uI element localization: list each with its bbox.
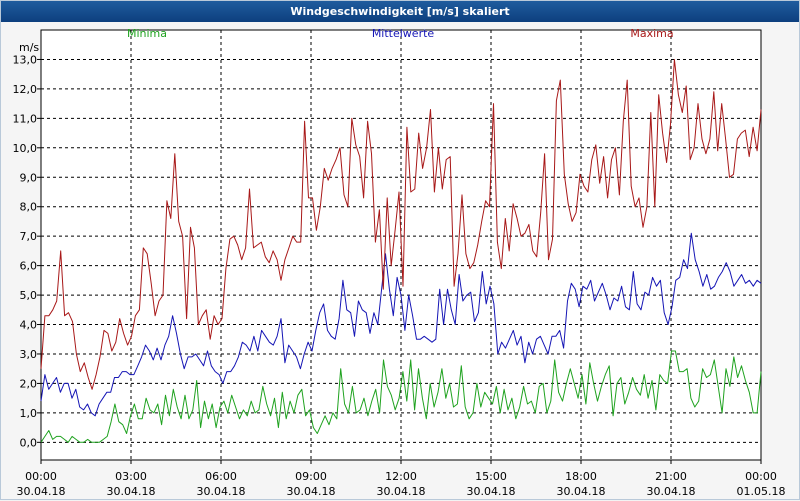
series-layer bbox=[40, 59, 762, 443]
y-tick-label: 7,0 bbox=[20, 230, 38, 243]
legend-maxima: Maxima bbox=[630, 27, 673, 40]
y-tick-label: 1,0 bbox=[20, 407, 38, 420]
series-line-maxima bbox=[40, 59, 762, 390]
y-tick-label: 13,0 bbox=[13, 53, 38, 66]
x-tick-date-label: 30.04.18 bbox=[17, 485, 66, 498]
x-tick-time-label: 12:00 bbox=[385, 470, 417, 483]
series-line-minima bbox=[40, 350, 762, 443]
y-tick-label: 5,0 bbox=[20, 289, 38, 302]
x-tick-date-label: 30.04.18 bbox=[557, 485, 606, 498]
x-tick-date-label: 01.05.18 bbox=[737, 485, 786, 498]
x-tick-time-label: 21:00 bbox=[655, 470, 687, 483]
x-tick-layer: 00:00 30.04.18 03:00 30.04.18 06:00 30.04.18 0… bbox=[17, 460, 786, 498]
legend-mittelwerte: Mittelwerte bbox=[372, 27, 435, 40]
y-tick-label: 10,0 bbox=[13, 142, 38, 155]
y-tick-layer: 0,0 1,0 2,0 3,0 4,0 5,0 6,0 7,0 8,0 9,0 10,0 11,0 12… bbox=[13, 53, 41, 449]
x-tick-date-label: 30.04.18 bbox=[467, 485, 516, 498]
x-tick-time-label: 15:00 bbox=[475, 470, 507, 483]
y-tick-label: 0,0 bbox=[20, 436, 38, 449]
y-tick-label: 9,0 bbox=[20, 171, 38, 184]
legend-minima: Minima bbox=[127, 27, 167, 40]
x-tick-date-label: 30.04.18 bbox=[647, 485, 696, 498]
y-tick-label: 2,0 bbox=[20, 377, 38, 390]
y-tick-label: 12,0 bbox=[13, 83, 38, 96]
x-tick-time-label: 09:00 bbox=[295, 470, 327, 483]
chart-title: Windgeschwindigkeit [m/s] skaliert bbox=[1, 1, 799, 22]
legend-layer: Minima Mittelwerte Maxima bbox=[127, 27, 674, 40]
x-tick-time-label: 06:00 bbox=[205, 470, 237, 483]
x-tick-date-label: 30.04.18 bbox=[197, 485, 246, 498]
y-axis-unit-label: m/s bbox=[19, 41, 39, 54]
y-tick-label: 4,0 bbox=[20, 319, 38, 332]
x-tick-date-label: 30.04.18 bbox=[377, 485, 426, 498]
x-tick-time-label: 18:00 bbox=[565, 470, 597, 483]
x-tick-date-label: 30.04.18 bbox=[287, 485, 336, 498]
x-tick-time-label: 00:00 bbox=[745, 470, 777, 483]
y-tick-label: 3,0 bbox=[20, 348, 38, 361]
y-tick-label: 8,0 bbox=[20, 201, 38, 214]
x-tick-date-label: 30.04.18 bbox=[107, 485, 156, 498]
x-tick-time-label: 03:00 bbox=[115, 470, 147, 483]
x-tick-time-label: 00:00 bbox=[25, 470, 57, 483]
y-tick-label: 6,0 bbox=[20, 260, 38, 273]
series-line-mittelwerte bbox=[40, 232, 762, 417]
y-tick-label: 11,0 bbox=[13, 112, 38, 125]
